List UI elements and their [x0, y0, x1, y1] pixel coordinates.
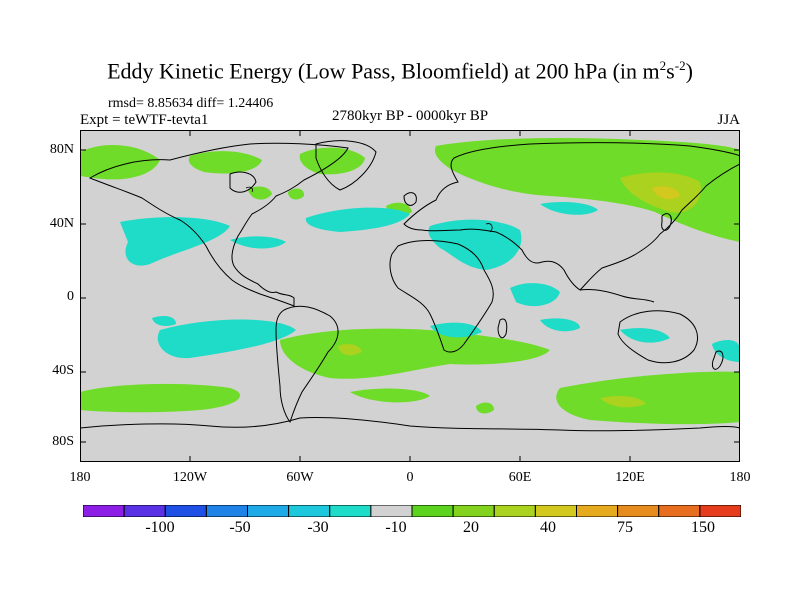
colorbar-label: -10: [385, 519, 407, 536]
colorbar-swatch: [83, 505, 125, 517]
colorbar-label: 20: [463, 519, 479, 536]
lon-label-180e: 180: [729, 470, 751, 485]
colorbar-swatch: [452, 505, 495, 517]
colorbar-swatch: [164, 505, 207, 517]
japan: [661, 213, 672, 231]
colorbar-swatch: [370, 505, 413, 517]
colorbar-swatch: [617, 505, 660, 517]
colorbar: [83, 505, 741, 517]
season-label: JJA: [717, 112, 740, 128]
new-zealand: [711, 350, 724, 370]
colorbar-swatch: [123, 505, 166, 517]
south-america-coast: [275, 305, 339, 424]
uk-islands: [403, 192, 417, 206]
period-label: 2780kyr BP - 0000kyr BP: [331, 108, 489, 124]
colorbar-label: 75: [617, 519, 633, 536]
eurasia-coast: [403, 142, 740, 291]
colorbar-label: -50: [229, 519, 251, 536]
lat-label-80n: 80N: [49, 142, 74, 157]
colorbar-label: -100: [145, 519, 175, 536]
lat-label-40n: 40N: [49, 216, 74, 231]
colorbar-swatch: [493, 505, 536, 517]
indonesia: [579, 289, 655, 303]
hudson-bay: [229, 171, 257, 193]
lat-label-40s: 40S: [52, 363, 74, 378]
colorbar-swatch: [534, 505, 578, 517]
plot-title: Eddy Kinetic Energy (Low Pass, Bloomfiel…: [107, 58, 693, 84]
colorbar-swatch: [205, 505, 249, 517]
axis-ticks: [80, 130, 740, 462]
australia-coast: [617, 310, 698, 364]
map-panel: [80, 130, 740, 462]
positive-anomaly-regions: [80, 138, 740, 425]
inland-features: [245, 186, 493, 233]
colorbar-label: 150: [691, 519, 715, 536]
africa-coast: [389, 240, 494, 353]
lon-label-120w: 120W: [172, 470, 208, 485]
north-america-coast: [88, 142, 349, 307]
lon-label-60w: 60W: [286, 470, 314, 485]
lon-label-60e: 60E: [508, 470, 532, 485]
colorbar-label: 40: [540, 519, 556, 536]
colorbar-swatch: [576, 505, 619, 517]
lat-label-80s: 80S: [52, 434, 74, 449]
colorbar-swatch: [699, 505, 741, 517]
positive-high-regions: [338, 172, 701, 408]
madagascar: [497, 318, 508, 339]
colorbar-label: -30: [307, 519, 329, 536]
lon-label-0: 0: [406, 470, 414, 485]
colorbar-swatch: [658, 505, 701, 517]
antarctica-coast: [80, 416, 740, 432]
colorbar-swatch: [411, 505, 454, 517]
stats-label: rmsd= 8.85634 diff= 1.24406: [108, 96, 274, 111]
colorbar-swatch: [288, 505, 331, 517]
negative-anomaly-regions: [120, 202, 740, 362]
lon-label-180w: 180: [69, 470, 91, 485]
greenland-coast: [315, 140, 377, 191]
lon-label-120e: 120E: [615, 470, 645, 485]
experiment-label: Expt = teWTF-tevta1: [80, 112, 209, 128]
colorbar-swatch: [329, 505, 372, 517]
lat-label-equator: 0: [67, 289, 74, 304]
colorbar-swatch: [247, 505, 290, 517]
coastlines: [80, 140, 740, 432]
